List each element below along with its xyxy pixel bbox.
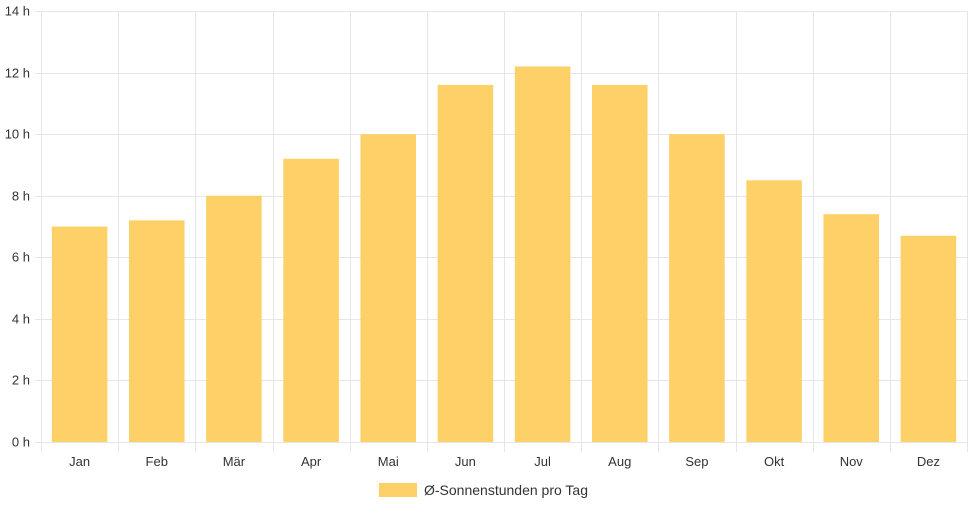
x-tick-label: Mai [378, 454, 399, 469]
x-tick-label: Sep [685, 454, 708, 469]
y-tick-label: 4 h [12, 312, 30, 327]
x-tick-label: Apr [301, 454, 322, 469]
legend-swatch [379, 483, 417, 497]
bar-okt[interactable] [746, 180, 802, 443]
y-axis-ticks: 0 h 2 h 4 h 6 h 8 h 10 h 12 h 14 h [5, 4, 30, 450]
y-tick-label: 12 h [5, 66, 30, 81]
bar-nov[interactable] [823, 214, 880, 442]
bar-mär[interactable] [206, 195, 262, 442]
y-tick-label: 2 h [12, 373, 30, 388]
y-tick-label: 0 h [12, 435, 30, 450]
bar-feb[interactable] [128, 220, 185, 442]
y-tick-label: 14 h [5, 4, 30, 19]
x-tick-label: Jul [534, 454, 551, 469]
bar-sep[interactable] [669, 134, 725, 442]
bar-jun[interactable] [437, 84, 494, 442]
bar-jul[interactable] [514, 66, 571, 443]
x-tick-label: Jan [69, 454, 90, 469]
bar-apr[interactable] [283, 158, 339, 442]
x-tick-label: Aug [608, 454, 631, 469]
x-tick-label: Nov [840, 454, 864, 469]
bar-jan[interactable] [51, 226, 108, 443]
x-tick-label: Feb [146, 454, 168, 469]
y-tick-label: 8 h [12, 189, 30, 204]
x-tick-label: Okt [764, 454, 785, 469]
x-tick-label: Dez [917, 454, 940, 469]
y-tick-label: 10 h [5, 127, 30, 142]
bar-aug[interactable] [591, 84, 648, 442]
legend-label: Ø-Sonnenstunden pro Tag [424, 482, 588, 498]
bar-mai[interactable] [360, 134, 417, 442]
x-tick-label: Mär [223, 454, 246, 469]
grid-lines [35, 11, 968, 452]
x-axis-ticks: Jan Feb Mär Apr Mai Jun Jul Aug Sep Okt Nov Dez [69, 454, 940, 469]
x-tick-label: Jun [455, 454, 476, 469]
legend[interactable]: Ø-Sonnenstunden pro Tag [379, 482, 588, 498]
bar-series [51, 66, 957, 443]
bar-dez[interactable] [900, 235, 957, 442]
y-tick-label: 6 h [12, 250, 30, 265]
